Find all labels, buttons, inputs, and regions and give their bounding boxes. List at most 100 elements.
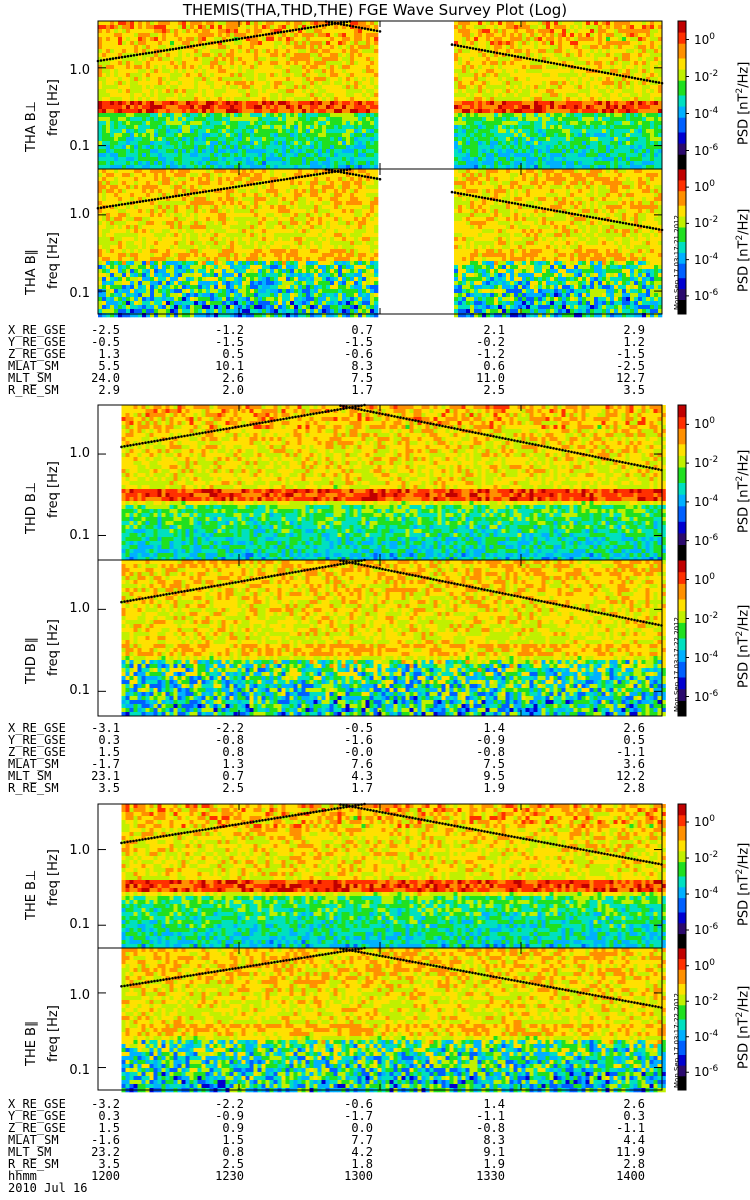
heatmap-cell	[302, 33, 306, 37]
heatmap-cell	[230, 137, 234, 141]
heatmap-cell	[150, 141, 154, 145]
heatmap-cell	[274, 21, 278, 25]
heatmap-cell	[206, 105, 210, 109]
heatmap-cell	[198, 81, 202, 85]
heatmap-cell	[162, 109, 166, 113]
heatmap-cell	[110, 265, 114, 269]
heatmap-cell	[122, 157, 126, 161]
heatmap-cell	[290, 77, 294, 81]
heatmap-cell	[526, 69, 530, 73]
heatmap-cell	[166, 61, 170, 65]
heatmap-cell	[234, 41, 238, 45]
heatmap-cell	[366, 93, 370, 97]
heatmap-cell	[110, 153, 114, 157]
gyro-line-dot	[340, 23, 343, 26]
heatmap-cell	[626, 157, 630, 161]
heatmap-cell	[150, 157, 154, 161]
heatmap-cell	[534, 149, 538, 153]
heatmap-cell	[154, 153, 158, 157]
heatmap-cell	[330, 25, 334, 29]
heatmap-cell	[642, 85, 646, 89]
heatmap-cell	[370, 69, 374, 73]
heatmap-cell	[98, 117, 102, 121]
heatmap-cell	[130, 73, 134, 77]
heatmap-cell	[338, 109, 342, 113]
heatmap-cell	[586, 37, 590, 41]
gyro-line-dot	[337, 22, 340, 25]
heatmap-cell	[578, 105, 582, 109]
heatmap-cell	[634, 85, 638, 89]
heatmap-cell	[506, 69, 510, 73]
heatmap-cell	[362, 97, 366, 101]
heatmap-cell	[158, 137, 162, 141]
heatmap-cell	[330, 105, 334, 109]
heatmap-cell	[258, 137, 262, 141]
heatmap-cell	[234, 77, 238, 81]
heatmap-cell	[462, 161, 466, 165]
heatmap-cell	[198, 157, 202, 161]
heatmap-cell	[582, 101, 586, 105]
heatmap-cell	[106, 149, 110, 153]
heatmap-cell	[634, 33, 638, 37]
heatmap-cell	[530, 33, 534, 37]
heatmap-cell	[558, 69, 562, 73]
heatmap-cell	[318, 77, 322, 81]
heatmap-cell	[510, 157, 514, 161]
heatmap-cell	[190, 133, 194, 137]
heatmap-cell	[458, 105, 462, 109]
heatmap-cell	[550, 81, 554, 85]
heatmap-cell	[346, 149, 350, 153]
heatmap-cell	[318, 65, 322, 69]
heatmap-cell	[242, 49, 246, 53]
gyro-line-dot	[487, 50, 490, 53]
heatmap-cell	[522, 161, 526, 165]
heatmap-cell	[154, 41, 158, 45]
heatmap-cell	[606, 161, 610, 165]
gyro-line-dot	[589, 69, 592, 72]
heatmap-cell	[478, 101, 482, 105]
heatmap-cell	[602, 45, 606, 49]
heatmap-cell	[478, 121, 482, 125]
heatmap-cell	[618, 125, 622, 129]
heatmap-cell	[294, 97, 298, 101]
heatmap-cell	[278, 45, 282, 49]
heatmap-cell	[466, 57, 470, 61]
heatmap-cell	[226, 77, 230, 81]
heatmap-cell	[546, 149, 550, 153]
heatmap-cell	[138, 89, 142, 93]
heatmap-cell	[586, 25, 590, 29]
heatmap-cell	[578, 149, 582, 153]
heatmap-cell	[522, 89, 526, 93]
heatmap-cell	[630, 37, 634, 41]
heatmap-cell	[546, 29, 550, 33]
heatmap-cell	[270, 125, 274, 129]
heatmap-cell	[122, 153, 126, 157]
heatmap-cell	[106, 145, 110, 149]
heatmap-cell	[234, 161, 238, 165]
heatmap-cell	[282, 69, 286, 73]
colorbar-cell	[678, 21, 686, 25]
heatmap-cell	[366, 141, 370, 145]
heatmap-cell	[462, 89, 466, 93]
heatmap-cell	[170, 65, 174, 69]
heatmap-cell	[530, 37, 534, 41]
heatmap-cell	[146, 37, 150, 41]
heatmap-cell	[594, 121, 598, 125]
heatmap-cell	[578, 57, 582, 61]
heatmap-cell	[342, 125, 346, 129]
heatmap-cell	[318, 129, 322, 133]
heatmap-cell	[102, 41, 106, 45]
heatmap-cell	[142, 129, 146, 133]
heatmap-cell	[350, 77, 354, 81]
heatmap-cell	[622, 161, 626, 165]
heatmap-cell	[354, 113, 358, 117]
heatmap-cell	[314, 61, 318, 65]
heatmap-cell	[246, 149, 250, 153]
heatmap-cell	[166, 141, 170, 145]
heatmap-cell	[470, 137, 474, 141]
heatmap-cell	[354, 45, 358, 49]
heatmap-cell	[594, 41, 598, 45]
heatmap-cell	[322, 125, 326, 129]
heatmap-cell	[186, 109, 190, 113]
heatmap-cell	[102, 277, 106, 281]
